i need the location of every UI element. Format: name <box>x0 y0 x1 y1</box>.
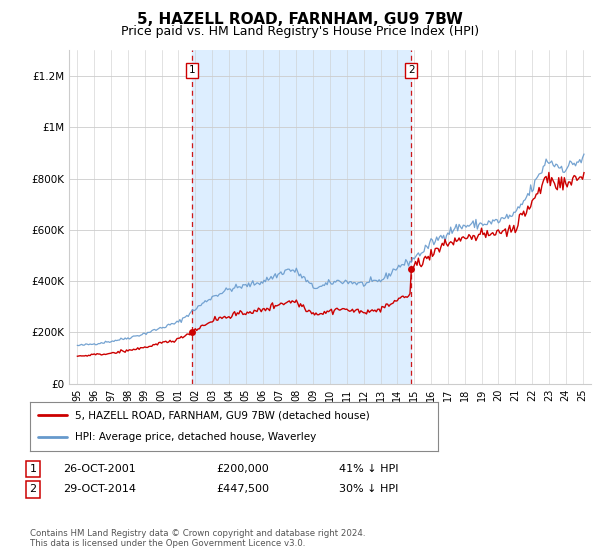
Bar <box>192 50 412 384</box>
Text: Price paid vs. HM Land Registry's House Price Index (HPI): Price paid vs. HM Land Registry's House … <box>121 25 479 38</box>
Text: Contains HM Land Registry data © Crown copyright and database right 2024.
This d: Contains HM Land Registry data © Crown c… <box>30 529 365 548</box>
Text: £200,000: £200,000 <box>216 464 269 474</box>
Text: HPI: Average price, detached house, Waverley: HPI: Average price, detached house, Wave… <box>75 432 316 442</box>
Text: 2: 2 <box>29 484 37 494</box>
Text: 41% ↓ HPI: 41% ↓ HPI <box>339 464 398 474</box>
Text: 29-OCT-2014: 29-OCT-2014 <box>63 484 136 494</box>
Text: 5, HAZELL ROAD, FARNHAM, GU9 7BW: 5, HAZELL ROAD, FARNHAM, GU9 7BW <box>137 12 463 27</box>
Text: £447,500: £447,500 <box>216 484 269 494</box>
Text: 30% ↓ HPI: 30% ↓ HPI <box>339 484 398 494</box>
Text: 5, HAZELL ROAD, FARNHAM, GU9 7BW (detached house): 5, HAZELL ROAD, FARNHAM, GU9 7BW (detach… <box>75 410 370 421</box>
Text: 2: 2 <box>408 66 415 76</box>
Text: 26-OCT-2001: 26-OCT-2001 <box>63 464 136 474</box>
Text: 1: 1 <box>29 464 37 474</box>
Text: 1: 1 <box>189 66 196 76</box>
